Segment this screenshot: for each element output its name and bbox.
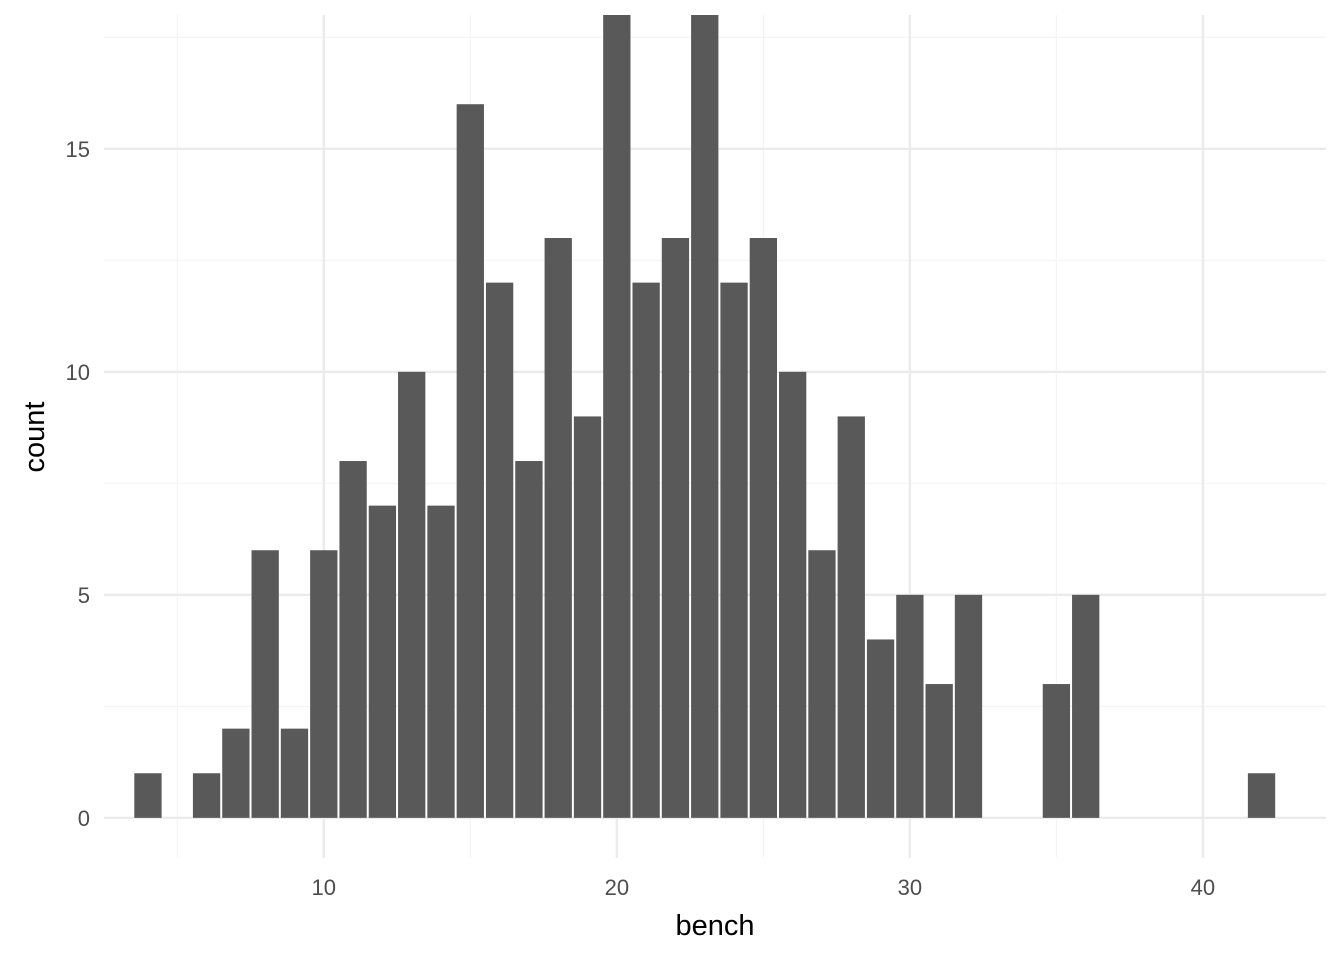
histogram-bar [485,282,514,818]
histogram-bar [837,416,865,818]
y-tick-label: 15 [66,137,90,162]
histogram-bar [779,371,807,818]
histogram-bar [368,505,397,818]
histogram-bar [515,461,543,818]
histogram-bar [456,104,484,818]
histogram-bar [1247,773,1276,818]
histogram-bar [720,282,748,818]
histogram-bar [866,639,895,818]
histogram-bar [310,550,338,818]
histogram-bar [222,728,250,818]
histogram-bar [632,282,660,818]
y-tick-label: 5 [78,583,90,608]
x-tick-label: 30 [898,875,922,900]
histogram-bar [192,773,221,818]
histogram-bar [954,594,983,818]
y-tick-label: 0 [78,806,90,831]
histogram-bar [1042,684,1071,818]
histogram-bar [398,371,426,818]
x-axis-title: bench [675,910,754,942]
histogram-bar [573,416,602,818]
histogram-bar [544,238,572,818]
x-tick-label: 20 [605,875,629,900]
y-tick-label: 10 [66,360,90,385]
x-tick-label: 10 [312,875,336,900]
histogram-bar [280,728,309,818]
x-axis-ticks: 10 20 30 40 [312,875,1216,900]
x-tick-label: 40 [1191,875,1215,900]
histogram-bar [749,238,778,818]
histogram-bar [691,15,719,818]
histogram-bar [339,461,367,818]
histogram-bar [896,594,924,818]
y-axis-title: count [19,402,51,473]
histogram-bars [134,15,1276,818]
histogram-bar [661,238,690,818]
histogram-bar [427,505,455,818]
histogram-bar [603,15,631,818]
histogram-bar [1072,594,1100,818]
histogram-bar [251,550,279,818]
histogram-bar [134,773,162,818]
histogram-bar [808,550,836,818]
histogram-bar [925,684,953,818]
y-axis-ticks: 0 5 10 15 [66,137,90,831]
